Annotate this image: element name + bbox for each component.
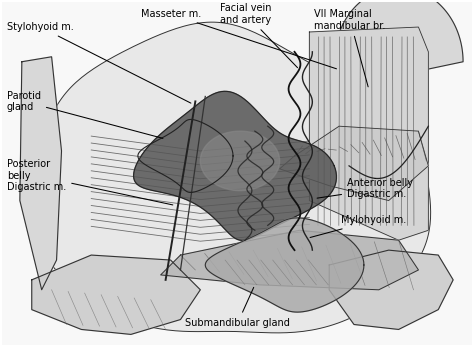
Text: Posterior
belly
Digastric m.: Posterior belly Digastric m. xyxy=(7,159,173,205)
Polygon shape xyxy=(329,250,453,329)
Polygon shape xyxy=(310,27,428,240)
Polygon shape xyxy=(201,131,280,191)
Text: Mylohyoid m.: Mylohyoid m. xyxy=(310,215,406,237)
Polygon shape xyxy=(29,22,431,333)
Polygon shape xyxy=(134,91,337,240)
Polygon shape xyxy=(280,126,428,201)
Text: Submandibular gland: Submandibular gland xyxy=(185,288,290,328)
Text: Masseter m.: Masseter m. xyxy=(141,9,337,69)
Polygon shape xyxy=(32,255,201,334)
Text: Facial vein
and artery: Facial vein and artery xyxy=(220,3,298,68)
Polygon shape xyxy=(205,218,364,312)
Text: Parotid
gland: Parotid gland xyxy=(7,91,163,138)
Text: VII Marginal
mandibular br.: VII Marginal mandibular br. xyxy=(314,9,386,87)
Text: Stylohyoid m.: Stylohyoid m. xyxy=(7,22,191,103)
Polygon shape xyxy=(161,230,419,290)
Polygon shape xyxy=(334,0,463,106)
Polygon shape xyxy=(20,57,62,290)
Text: Anterior belly
Digastric m.: Anterior belly Digastric m. xyxy=(317,178,413,199)
